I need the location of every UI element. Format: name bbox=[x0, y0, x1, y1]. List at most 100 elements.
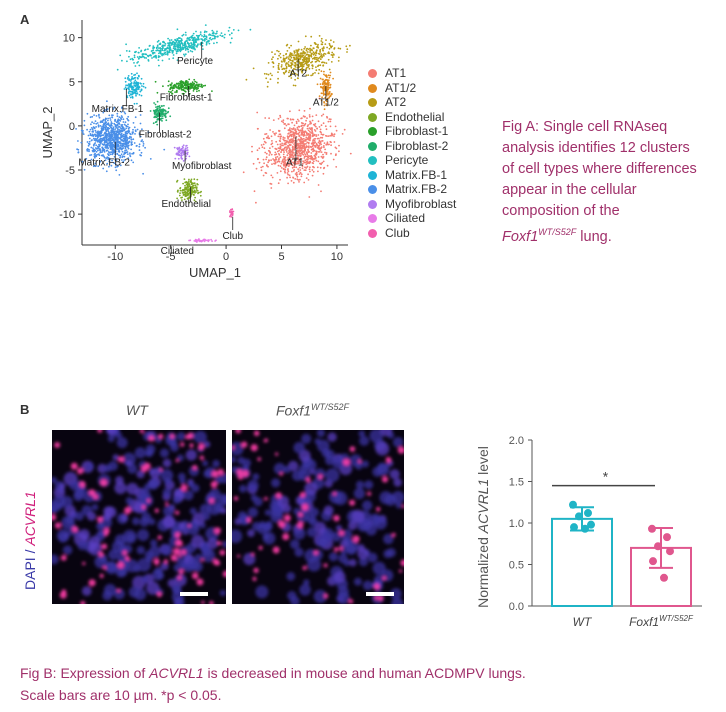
umap-point bbox=[286, 56, 288, 58]
nucleus bbox=[108, 461, 118, 471]
umap-point bbox=[184, 90, 186, 92]
umap-point bbox=[83, 119, 86, 122]
umap-point bbox=[192, 193, 195, 196]
umap-point bbox=[320, 151, 323, 154]
acvrl1-signal bbox=[258, 545, 263, 550]
umap-point bbox=[195, 34, 198, 37]
umap-point bbox=[156, 41, 159, 43]
umap-point bbox=[271, 140, 273, 142]
umap-point bbox=[104, 122, 107, 125]
umap-point bbox=[186, 146, 189, 149]
umap-point bbox=[214, 35, 216, 38]
umap-point bbox=[180, 39, 183, 42]
umap-point bbox=[177, 157, 180, 160]
umap-point bbox=[256, 127, 259, 130]
umap-point bbox=[132, 128, 134, 131]
umap-point bbox=[313, 142, 315, 145]
umap-point bbox=[228, 26, 231, 29]
legend-swatch bbox=[368, 112, 377, 122]
umap-cluster-label: Endothelial bbox=[161, 199, 210, 210]
umap-point bbox=[296, 160, 299, 163]
umap-point bbox=[317, 160, 320, 163]
umap-point bbox=[283, 160, 286, 163]
umap-y-tick-label: 10 bbox=[63, 33, 75, 45]
umap-point bbox=[137, 74, 140, 77]
caption-a-gene-sup: WT/S52F bbox=[538, 227, 577, 237]
umap-point bbox=[124, 149, 126, 152]
umap-point bbox=[287, 182, 289, 185]
umap-point bbox=[325, 143, 328, 146]
acvrl1-signal bbox=[157, 535, 162, 540]
umap-point bbox=[303, 131, 306, 134]
umap-point bbox=[277, 81, 279, 84]
umap-point bbox=[173, 45, 176, 48]
umap-point bbox=[318, 142, 321, 145]
umap-point bbox=[345, 45, 348, 48]
nucleus bbox=[201, 543, 210, 552]
umap-point bbox=[317, 151, 320, 153]
umap-point bbox=[279, 114, 281, 117]
umap-point bbox=[286, 176, 288, 179]
umap-point bbox=[181, 145, 184, 148]
umap-point bbox=[282, 168, 285, 171]
umap-point bbox=[307, 129, 310, 132]
nucleus bbox=[362, 500, 373, 511]
umap-point bbox=[195, 39, 198, 41]
umap-x-tick-label: 0 bbox=[223, 251, 229, 263]
nucleus bbox=[355, 480, 365, 489]
umap-point bbox=[184, 49, 187, 51]
umap-point bbox=[171, 89, 174, 92]
nucleus bbox=[185, 449, 197, 461]
umap-point bbox=[323, 142, 326, 145]
umap-point bbox=[301, 165, 304, 168]
umap-point bbox=[111, 116, 114, 119]
umap-point bbox=[320, 37, 323, 40]
umap-cluster bbox=[173, 144, 191, 162]
umap-point bbox=[265, 73, 268, 75]
umap-point bbox=[102, 118, 105, 121]
umap-point bbox=[133, 74, 135, 76]
umap-point bbox=[297, 149, 299, 152]
umap-point bbox=[186, 83, 189, 86]
acvrl1-signal bbox=[80, 600, 86, 604]
umap-point bbox=[327, 74, 330, 77]
umap-point bbox=[196, 241, 198, 243]
umap-point bbox=[107, 117, 109, 120]
umap-point bbox=[126, 141, 128, 143]
umap-point bbox=[129, 152, 131, 155]
umap-cluster-label: Pericyte bbox=[177, 56, 214, 67]
nucleus bbox=[332, 456, 345, 469]
acvrl1-signal bbox=[97, 430, 103, 433]
umap-point bbox=[282, 153, 285, 156]
bar-y-tick-label: 0.0 bbox=[509, 601, 524, 613]
umap-point bbox=[111, 137, 113, 140]
umap-y-label: UMAP_2 bbox=[40, 106, 55, 158]
nucleus bbox=[148, 479, 159, 489]
umap-cluster bbox=[176, 178, 203, 204]
nucleus bbox=[264, 509, 271, 516]
umap-point bbox=[275, 158, 278, 161]
umap-point bbox=[232, 29, 235, 31]
nucleus bbox=[186, 522, 200, 536]
legend-swatch bbox=[368, 170, 377, 180]
umap-point bbox=[270, 174, 273, 177]
umap-point bbox=[100, 129, 103, 132]
umap-point bbox=[102, 149, 105, 152]
umap-point bbox=[267, 161, 269, 164]
acvrl1-signal bbox=[118, 456, 125, 463]
umap-point bbox=[308, 67, 311, 70]
umap-point bbox=[300, 125, 303, 128]
umap-point bbox=[108, 151, 111, 154]
umap-point bbox=[101, 143, 104, 146]
umap-point bbox=[164, 51, 167, 54]
umap-point bbox=[133, 62, 135, 64]
umap-point bbox=[288, 46, 291, 49]
umap-point bbox=[324, 43, 327, 45]
umap-point bbox=[171, 92, 174, 95]
umap-point bbox=[326, 116, 329, 119]
legend-item: AT1/2 bbox=[368, 81, 416, 96]
umap-point bbox=[299, 160, 302, 163]
umap-point bbox=[277, 160, 280, 163]
umap-point bbox=[89, 134, 92, 137]
umap-point bbox=[128, 50, 131, 53]
